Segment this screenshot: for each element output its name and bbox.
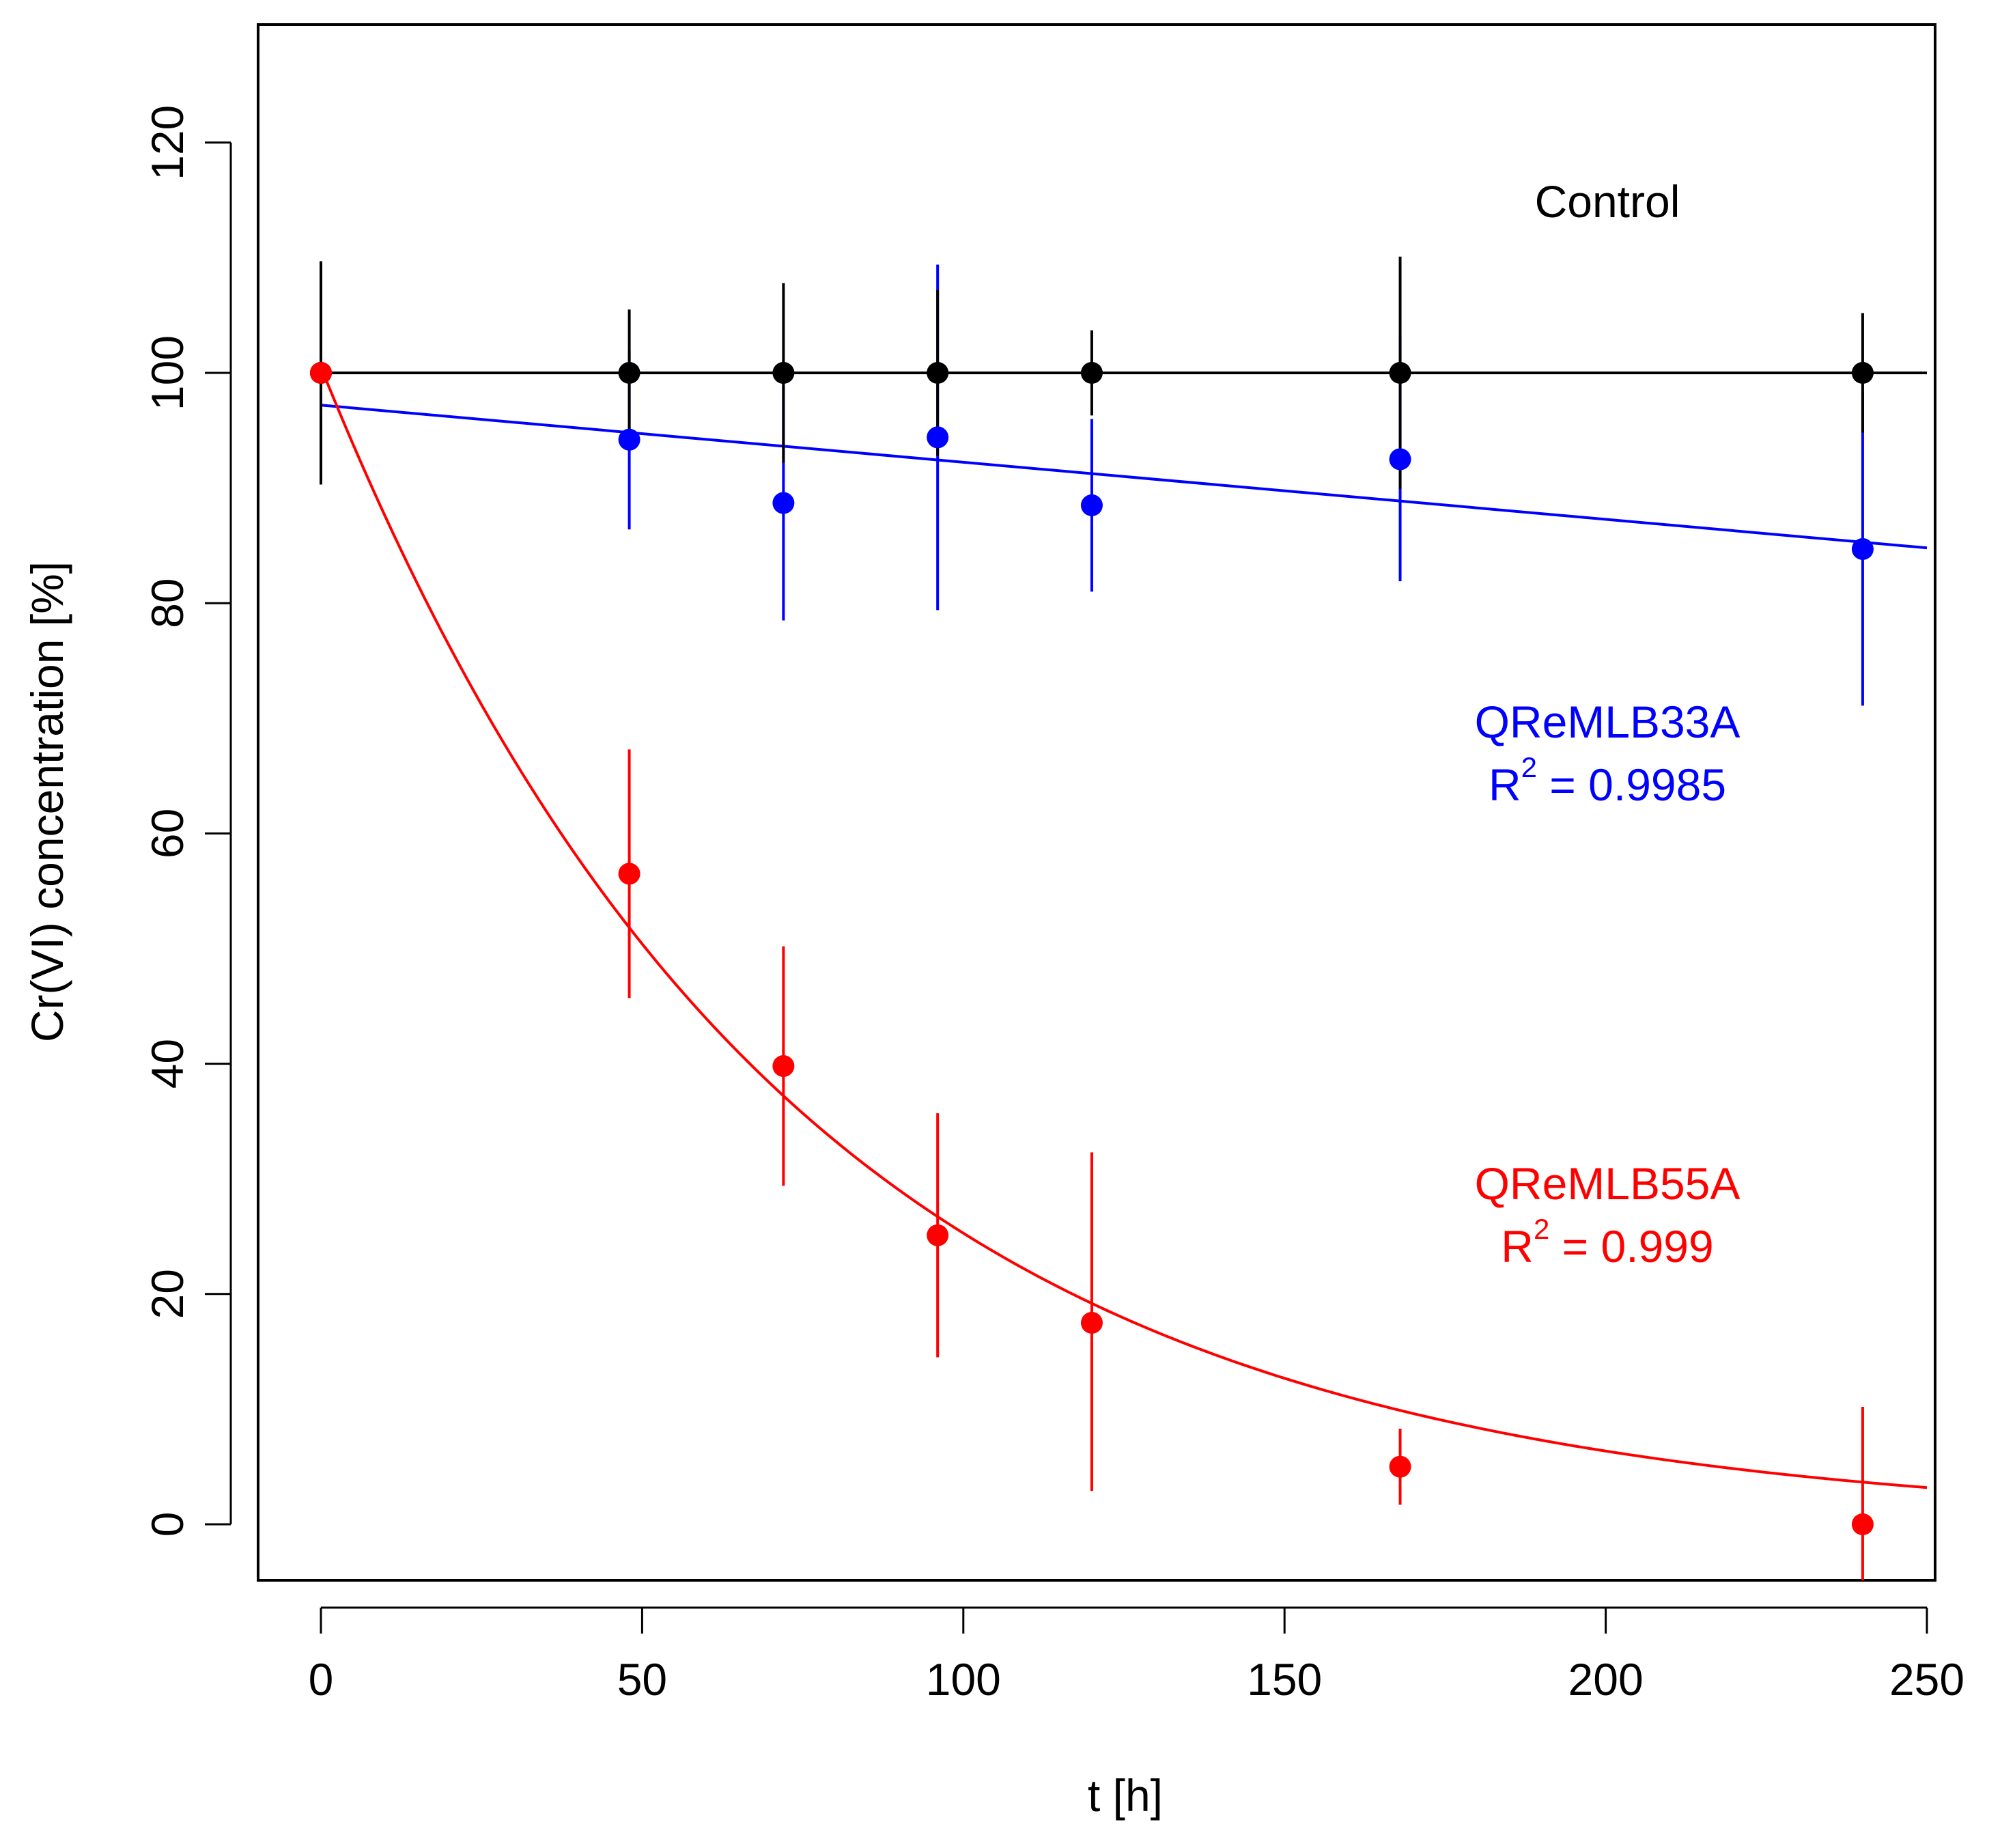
y-tick-label: 0 (142, 1512, 193, 1537)
red-r2-sup: 2 (1534, 1213, 1549, 1245)
point-qremlb55a (618, 863, 640, 885)
y-tick-label: 120 (142, 105, 193, 180)
red-r2-prefix: R (1501, 1221, 1534, 1272)
point-control (772, 362, 795, 384)
blue-r2-label: R2 = 0.9985 (1489, 751, 1726, 810)
fit-line-qremlb33a (320, 404, 1928, 550)
point-qremlb55a (772, 1054, 795, 1077)
point-qremlb33a (1080, 494, 1103, 516)
x-axis-title: t [h] (1088, 1770, 1163, 1821)
x-tick-label: 50 (617, 1654, 667, 1705)
blue-r2-prefix: R (1489, 759, 1521, 810)
point-control (618, 362, 640, 384)
point-qremlb33a (1389, 448, 1411, 471)
red-r2-value: = 0.999 (1549, 1221, 1713, 1272)
blue-r2-value: = 0.9985 (1537, 759, 1726, 810)
point-control (1080, 362, 1103, 384)
y-tick-label: 40 (142, 1039, 193, 1089)
plot-frame (257, 23, 1936, 1582)
point-control (1851, 362, 1874, 384)
x-tick-label: 250 (1889, 1654, 1964, 1705)
error-bars (320, 256, 1864, 1580)
point-qremlb55a (927, 1224, 949, 1246)
point-qremlb33a (1851, 537, 1874, 560)
blue-series-label: QReMLB33A (1475, 697, 1741, 747)
point-qremlb55a (310, 362, 332, 384)
point-control (1389, 362, 1411, 384)
point-qremlb33a (927, 426, 949, 449)
blue-r2-sup: 2 (1521, 751, 1537, 783)
data-points (310, 362, 1874, 1535)
y-tick-label: 100 (142, 335, 193, 410)
y-tick-label: 60 (142, 809, 193, 858)
x-tick-label: 0 (309, 1654, 334, 1705)
red-r2-label: R2 = 0.999 (1501, 1213, 1713, 1272)
point-qremlb33a (618, 428, 640, 451)
point-qremlb55a (1851, 1513, 1874, 1535)
x-tick-label: 150 (1247, 1654, 1322, 1705)
point-control (927, 362, 949, 384)
x-tick-label: 200 (1568, 1654, 1644, 1705)
point-qremlb33a (772, 492, 795, 514)
x-axis: 0 50 100 150 200 250 (309, 1606, 1964, 1705)
fit-lines (320, 366, 1928, 1489)
y-axis-title: Cr(VI) concentration [%] (22, 561, 72, 1042)
fit-curve-qremlb55a (320, 366, 1928, 1489)
point-qremlb55a (1389, 1455, 1411, 1478)
x-tick-label: 100 (926, 1654, 1001, 1705)
point-qremlb55a (1080, 1311, 1103, 1334)
y-axis: 0 20 40 60 80 100 120 (142, 105, 232, 1537)
red-series-label: QReMLB55A (1475, 1158, 1741, 1209)
y-tick-label: 80 (142, 578, 193, 628)
control-label: Control (1535, 176, 1680, 227)
y-tick-label: 20 (142, 1269, 193, 1319)
